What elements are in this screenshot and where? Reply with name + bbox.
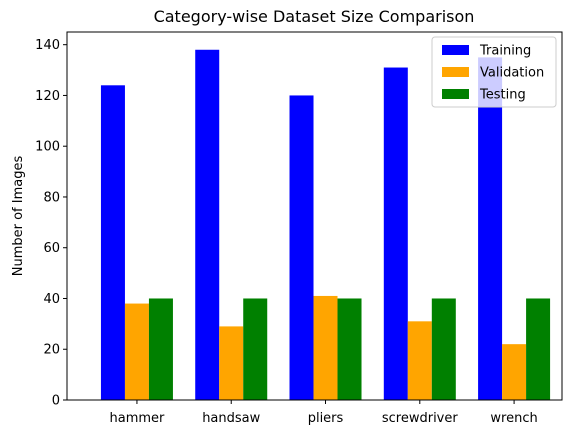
x-tick-label: wrench	[490, 411, 537, 426]
legend-label-training: Training	[479, 44, 531, 59]
bar-testing-handsaw	[243, 298, 268, 400]
x-tick-label: hammer	[109, 411, 165, 426]
x-tick-label: screwdriver	[382, 411, 459, 426]
legend-swatch-training	[442, 45, 469, 55]
y-tick-label: 140	[35, 38, 60, 53]
y-tick-label: 20	[43, 343, 60, 358]
bars-group	[100, 49, 551, 401]
y-axis-title: Number of Images	[11, 156, 26, 277]
bar-validation-screwdriver	[407, 321, 432, 400]
bar-validation-hammer	[124, 303, 149, 400]
x-tick-label: handsaw	[202, 411, 260, 426]
bar-testing-screwdriver	[431, 298, 456, 400]
legend-swatch-testing	[442, 89, 469, 99]
bar-training-hammer	[100, 85, 125, 400]
bar-training-handsaw	[195, 49, 220, 401]
bar-testing-wrench	[526, 298, 551, 400]
bar-training-pliers	[289, 95, 314, 400]
bar-testing-hammer	[148, 298, 173, 400]
legend: Training Validation Testing	[431, 36, 557, 108]
bar-validation-handsaw	[219, 326, 244, 400]
bar-training-wrench	[478, 57, 503, 401]
legend-swatch-validation	[442, 67, 469, 77]
y-tick-label: 0	[52, 394, 60, 409]
legend-label-validation: Validation	[480, 66, 544, 81]
bar-validation-pliers	[313, 295, 338, 400]
bar-training-screwdriver	[383, 67, 408, 400]
y-tick-label: 120	[35, 89, 60, 104]
y-tick-label: 60	[43, 241, 60, 256]
bar-testing-pliers	[337, 298, 362, 400]
y-tick-label: 40	[43, 292, 60, 307]
chart-title: Category-wise Dataset Size Comparison	[154, 7, 475, 26]
bar-validation-wrench	[502, 344, 527, 400]
axes-group: 0 20 40 60 80 100 120 140 hammer handsaw pliers scr…	[35, 31, 563, 426]
y-tick-label: 80	[43, 190, 60, 205]
x-tick-label: pliers	[308, 411, 344, 426]
legend-label-testing: Testing	[479, 88, 526, 103]
y-tick-label: 100	[35, 140, 60, 155]
plot-frame	[66, 31, 563, 401]
